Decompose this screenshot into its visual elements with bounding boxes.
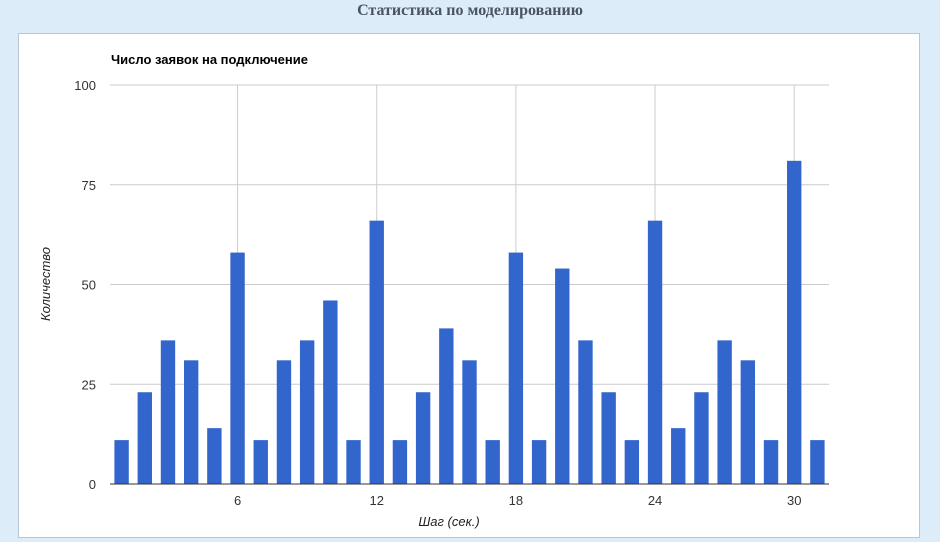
bar	[230, 252, 245, 484]
y-tick-label: 0	[89, 477, 96, 492]
bar	[276, 360, 292, 484]
x-tick-label: 30	[787, 493, 801, 508]
bar	[183, 360, 199, 484]
bar	[485, 440, 500, 484]
bar	[137, 392, 152, 484]
bar	[508, 252, 524, 484]
x-tick-label: 6	[234, 493, 241, 508]
bar	[253, 440, 268, 484]
bar	[717, 340, 732, 484]
bar	[763, 440, 779, 484]
bar	[323, 300, 338, 484]
bar	[671, 428, 686, 484]
bar	[555, 268, 570, 484]
x-tick-label: 12	[369, 493, 383, 508]
bar	[114, 440, 129, 484]
tick-labels: 0 25 50 75 100 6 12 18 24 30	[74, 78, 801, 508]
bars	[114, 160, 825, 484]
y-tick-label: 75	[82, 178, 96, 193]
x-tick-label: 24	[648, 493, 662, 508]
bar	[415, 392, 431, 484]
page-title: Статистика по моделированию	[357, 2, 583, 19]
bar	[578, 340, 593, 484]
x-tick-label: 18	[509, 493, 523, 508]
bar	[160, 340, 176, 484]
bar	[624, 440, 640, 484]
x-axis-label: Шаг (сек.)	[418, 514, 479, 529]
y-axis-label: Количество	[38, 247, 53, 321]
bar	[462, 360, 477, 484]
y-tick-label: 100	[74, 78, 96, 93]
bar	[392, 440, 408, 484]
bar	[531, 440, 547, 484]
bar	[369, 220, 384, 484]
y-tick-label: 25	[82, 377, 96, 392]
y-tick-label: 50	[82, 278, 96, 293]
bar	[207, 428, 222, 484]
bar	[787, 160, 802, 484]
chart-panel: Число заявок на подключение 0 25 50 75 100 6 1…	[18, 33, 920, 538]
bar-chart: Число заявок на подключение 0 25 50 75 100 6 1…	[38, 52, 829, 529]
bar	[346, 440, 361, 484]
bar	[694, 392, 709, 484]
chart-title: Число заявок на подключение	[111, 52, 308, 67]
bar	[810, 440, 825, 484]
bar	[439, 328, 454, 484]
bar	[601, 392, 616, 484]
bar	[299, 340, 315, 484]
bar	[740, 360, 756, 484]
bar	[647, 220, 663, 484]
